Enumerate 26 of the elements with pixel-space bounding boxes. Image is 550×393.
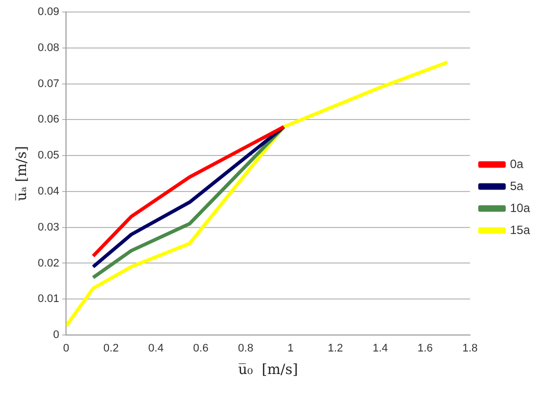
- x-tick-label: 1: [287, 342, 294, 355]
- y-axis-title: u̅ₐ [m/s]: [14, 146, 30, 201]
- y-tick-label: 0.05: [38, 150, 60, 162]
- x-tick-label: 1.6: [417, 342, 433, 355]
- x-tick-label: 0: [63, 342, 70, 355]
- x-tick-label: 1.8: [462, 342, 478, 355]
- legend-label: 15a: [510, 222, 530, 237]
- y-tick-label: 0.06: [38, 114, 60, 126]
- x-tick-label: 1.4: [372, 342, 388, 355]
- y-tick-label: 0.01: [38, 293, 60, 306]
- legend-label: 10a: [510, 200, 530, 215]
- y-tick-label: 0.08: [38, 42, 60, 54]
- y-tick-label: 0.02: [38, 257, 60, 270]
- x-tick-label: 0.4: [148, 342, 164, 355]
- y-tick-label: 0.04: [38, 185, 60, 198]
- y-tick-label: 0.07: [38, 78, 60, 90]
- x-tick-label: 0.2: [103, 342, 119, 355]
- x-tick-label: 0.6: [193, 342, 208, 355]
- y-tick-label: 0.03: [38, 221, 60, 234]
- x-tick-label: 0.8: [238, 342, 254, 355]
- y-tick-label: 0.09: [38, 6, 60, 18]
- legend-label: 5a: [510, 178, 524, 193]
- x-axis-title: u̅₀ [m/s]: [238, 362, 298, 378]
- y-tick-label: 0: [53, 329, 60, 342]
- x-tick-label: 1.2: [328, 342, 344, 355]
- legend-label: 0a: [510, 156, 524, 171]
